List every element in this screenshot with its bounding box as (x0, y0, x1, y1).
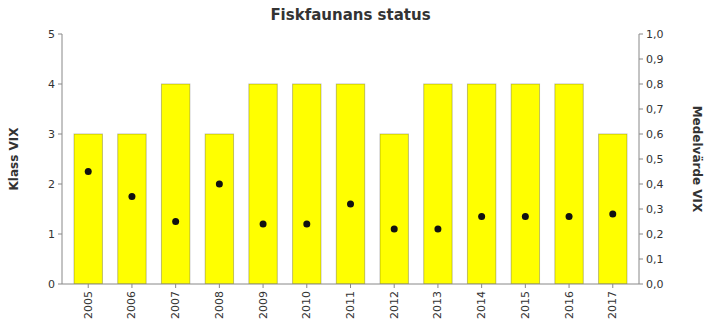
x-tick-label: 2017 (606, 291, 619, 319)
bar (293, 84, 321, 284)
bar (161, 84, 189, 284)
y2-tick (639, 134, 643, 135)
y2-tick-label: 0,2 (646, 228, 664, 241)
y-axis-label: Klass VIX (7, 127, 21, 191)
point (566, 213, 573, 220)
x-tick-label: 2007 (169, 291, 182, 319)
x-tick (350, 284, 351, 288)
plot-area (74, 84, 627, 284)
x-tick-label: 2010 (300, 291, 313, 319)
x-tick-label: 2005 (82, 291, 95, 319)
bar (336, 84, 364, 284)
y-tick-label: 5 (48, 28, 55, 41)
y-axis-line (62, 34, 63, 284)
x-tick-label: 2015 (519, 291, 532, 319)
title: Fiskfaunans status (270, 6, 430, 24)
bar (118, 134, 146, 284)
y2-tick-label: 0,4 (646, 178, 664, 191)
bar (511, 84, 539, 284)
x-tick (219, 284, 220, 288)
bar (467, 84, 495, 284)
x-tick (175, 284, 176, 288)
y-tick (58, 284, 62, 285)
x-tick (88, 284, 89, 288)
y2-tick (639, 159, 643, 160)
point (85, 168, 92, 175)
y-tick-label: 0 (48, 278, 55, 291)
y2-tick (639, 84, 643, 85)
bar (424, 84, 452, 284)
x-tick (525, 284, 526, 288)
point (216, 181, 223, 188)
y-tick (58, 34, 62, 35)
y2-tick-label: 1,0 (646, 28, 664, 41)
x-tick (263, 284, 264, 288)
point (434, 226, 441, 233)
bar (205, 134, 233, 284)
y2-tick (639, 209, 643, 210)
bar (599, 134, 627, 284)
bar (555, 84, 583, 284)
y2-tick-label: 0,8 (646, 78, 664, 91)
point (609, 211, 616, 218)
y-tick (58, 234, 62, 235)
y-tick-label: 1 (48, 228, 55, 241)
y-tick-label: 2 (48, 178, 55, 191)
y2-tick (639, 284, 643, 285)
y2-tick-label: 0,9 (646, 53, 664, 66)
y2-tick (639, 109, 643, 110)
x-tick (481, 284, 482, 288)
y2-tick-label: 0,6 (646, 128, 664, 141)
bar (380, 134, 408, 284)
x-tick (612, 284, 613, 288)
y2-tick (639, 234, 643, 235)
y2-tick-label: 0,3 (646, 203, 664, 216)
x-tick-label: 2013 (431, 291, 444, 319)
x-tick-label: 2012 (388, 291, 401, 319)
x-tick-label: 2011 (344, 291, 357, 319)
bar (74, 134, 102, 284)
chart: Fiskfaunans status2005200620072008200920… (0, 0, 709, 336)
x-tick (437, 284, 438, 288)
point (478, 213, 485, 220)
point (303, 221, 310, 228)
y2-tick (639, 59, 643, 60)
y2-tick-label: 0,1 (646, 253, 664, 266)
y-tick-label: 4 (48, 78, 55, 91)
y2-tick (639, 184, 643, 185)
x-tick-label: 2009 (257, 291, 270, 319)
x-tick-label: 2008 (213, 291, 226, 319)
y-tick (58, 134, 62, 135)
point (260, 221, 267, 228)
x-tick (306, 284, 307, 288)
y-tick (58, 84, 62, 85)
y2-tick-label: 0,5 (646, 153, 664, 166)
x-tick-label: 2014 (475, 291, 488, 319)
y2-tick (639, 34, 643, 35)
point (128, 193, 135, 200)
y-tick-label: 3 (48, 128, 55, 141)
x-tick (394, 284, 395, 288)
point (522, 213, 529, 220)
x-tick-label: 2016 (563, 291, 576, 319)
y2-tick-label: 0,7 (646, 103, 664, 116)
point (347, 201, 354, 208)
x-tick (131, 284, 132, 288)
bar (249, 84, 277, 284)
x-tick-label: 2006 (125, 291, 138, 319)
y2-axis-label: Medelvärde VIX (690, 106, 704, 213)
point (391, 226, 398, 233)
y2-tick (639, 259, 643, 260)
y-tick (58, 184, 62, 185)
x-tick (569, 284, 570, 288)
y2-tick-label: 0,0 (646, 278, 664, 291)
point (172, 218, 179, 225)
